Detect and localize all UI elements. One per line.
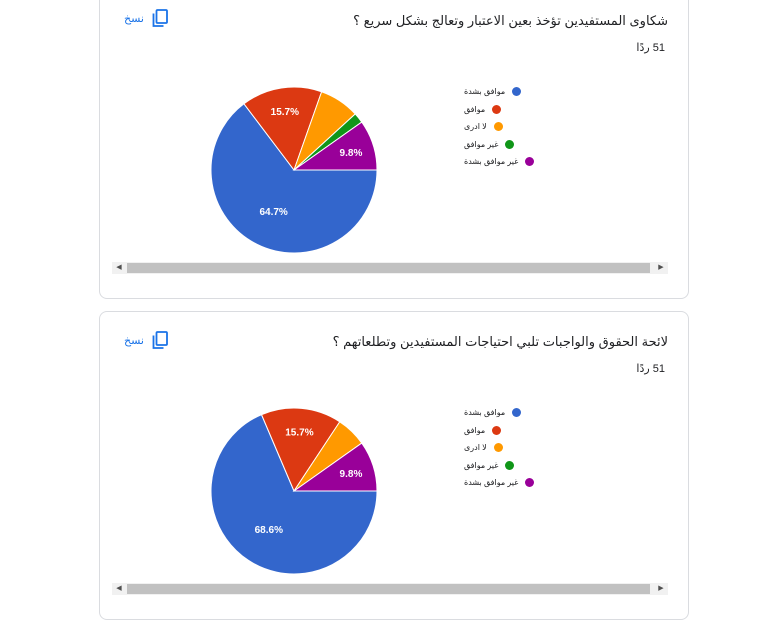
legend-label: غير موافق بشدة bbox=[464, 478, 519, 488]
response-count: 51 ردًا bbox=[636, 363, 665, 375]
pie-slice-very-agree bbox=[210, 103, 378, 254]
legend-item: غير موافق bbox=[464, 136, 574, 154]
legend-swatch bbox=[492, 104, 502, 114]
question-title: شكاوى المستفيدين تؤخذ بعين الاعتبار وتعا… bbox=[353, 13, 668, 28]
legend-item: غير موافق bbox=[464, 457, 574, 475]
copy-button[interactable]: نسخ bbox=[124, 331, 168, 349]
pie-data-label: 68.6% bbox=[255, 525, 283, 536]
horizontal-scrollbar[interactable]: ◀ ▶ bbox=[112, 583, 668, 595]
legend-item: لا ادرى bbox=[464, 118, 574, 136]
legend-label: لا ادرى bbox=[464, 443, 487, 453]
legend-item: موافق بشدة bbox=[464, 404, 574, 422]
legend-swatch bbox=[493, 443, 503, 453]
scroll-left-arrow-icon[interactable]: ◀ bbox=[116, 264, 122, 271]
legend-item: موافق bbox=[464, 422, 574, 440]
scroll-right-arrow-icon[interactable]: ▶ bbox=[658, 264, 664, 271]
legend-swatch bbox=[525, 157, 535, 167]
copy-label: نسخ bbox=[124, 334, 144, 347]
horizontal-scrollbar[interactable]: ◀ ▶ bbox=[112, 262, 668, 274]
question-title: لائحة الحقوق والواجبات تلبي احتياجات الم… bbox=[332, 334, 668, 349]
pie-slice-very-agree bbox=[210, 413, 378, 575]
response-count: 51 ردًا bbox=[636, 42, 665, 54]
legend-item: موافق bbox=[464, 101, 574, 119]
pie-data-label: 9.8% bbox=[340, 148, 363, 159]
scrollbar-thumb[interactable] bbox=[127, 263, 650, 273]
pie-data-label: 9.8% bbox=[340, 469, 363, 480]
legend-swatch bbox=[505, 139, 515, 149]
chart-legend: موافق بشدة موافق لا ادرى غير موافق غير موافق… bbox=[464, 404, 574, 492]
legend-swatch bbox=[505, 460, 515, 470]
question-card: لائحة الحقوق والواجبات تلبي احتياجات الم… bbox=[99, 311, 689, 620]
question-card: شكاوى المستفيدين تؤخذ بعين الاعتبار وتعا… bbox=[99, 0, 689, 299]
pie-data-label: 64.7% bbox=[259, 207, 287, 218]
copy-icon bbox=[152, 9, 168, 27]
copy-icon bbox=[152, 331, 168, 349]
legend-label: موافق بشدة bbox=[464, 87, 506, 97]
legend-item: غير موافق بشدة bbox=[464, 153, 574, 171]
legend-swatch bbox=[493, 122, 503, 132]
legend-swatch bbox=[492, 425, 502, 435]
pie-chart: 68.6% 15.7% 9.8% bbox=[210, 407, 378, 575]
scroll-right-arrow-icon[interactable]: ▶ bbox=[658, 585, 664, 592]
legend-label: غير موافق bbox=[464, 460, 499, 470]
pie-chart: 64.7% 15.7% 9.8% bbox=[210, 86, 378, 254]
legend-label: موافق بشدة bbox=[464, 408, 506, 418]
scrollbar-thumb[interactable] bbox=[127, 584, 650, 594]
legend-swatch bbox=[512, 408, 522, 418]
legend-label: موافق bbox=[464, 104, 486, 114]
copy-label: نسخ bbox=[124, 12, 144, 25]
legend-swatch bbox=[525, 478, 535, 488]
pie-slice-very-disagree bbox=[292, 121, 378, 171]
legend-label: غير موافق بشدة bbox=[464, 157, 519, 167]
copy-button[interactable]: نسخ bbox=[124, 9, 168, 27]
legend-label: غير موافق bbox=[464, 139, 499, 149]
chart-legend: موافق بشدة موافق لا ادرى غير موافق غير موافق… bbox=[464, 83, 574, 171]
legend-label: لا ادرى bbox=[464, 122, 487, 132]
legend-item: غير موافق بشدة bbox=[464, 474, 574, 492]
pie-slice-very-disagree bbox=[292, 442, 378, 492]
pie-slice-agree bbox=[260, 407, 341, 493]
legend-label: موافق bbox=[464, 425, 486, 435]
pie-slice-agree bbox=[243, 86, 323, 172]
scroll-left-arrow-icon[interactable]: ◀ bbox=[116, 585, 122, 592]
pie-data-label: 15.7% bbox=[285, 427, 313, 438]
legend-swatch bbox=[512, 87, 522, 97]
pie-data-label: 15.7% bbox=[271, 107, 299, 118]
legend-item: موافق بشدة bbox=[464, 83, 574, 101]
legend-item: لا ادرى bbox=[464, 439, 574, 457]
